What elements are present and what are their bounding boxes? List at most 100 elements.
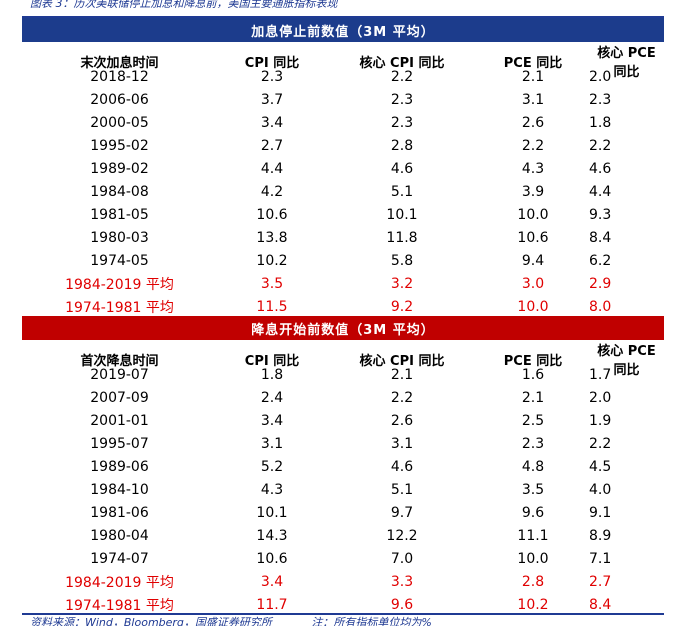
table-body: 2019-07 1.8 2.1 1.6 1.7 2007-09 2.4 2.2 2.1 2.0 20… — [22, 363, 664, 616]
table-cell: 10.1 — [256, 504, 288, 521]
table-cell: 3.5 — [260, 275, 284, 292]
table-cell: 1.7 — [589, 366, 612, 383]
table-cell: 2.3 — [390, 91, 414, 108]
table-cell: 2.1 — [390, 366, 414, 383]
table-body: 2018-12 2.3 2.2 2.1 2.0 2006-06 3.7 2.3 3.1 2.3 20… — [22, 65, 664, 318]
average-row: 1984-2019 平均 3.5 3.2 3.0 2.9 — [22, 272, 664, 295]
table-cell: 4.2 — [260, 183, 284, 200]
average-row: 1974-1981 平均 11.7 9.6 10.2 8.4 — [22, 593, 664, 616]
table-cell: 2.0 — [589, 389, 612, 406]
row-label: 1974-1981 平均 — [65, 597, 174, 614]
table-row: 1995-07 3.1 3.1 2.3 2.2 — [22, 432, 664, 455]
table-cell: 8.4 — [589, 229, 612, 246]
table-cell: 10.1 — [386, 206, 418, 223]
table-cell: 9.7 — [390, 504, 414, 521]
table-cell: 2.3 — [589, 91, 612, 108]
table-cell: 8.9 — [589, 527, 612, 544]
table-row: 2019-07 1.8 2.1 1.6 1.7 — [22, 363, 664, 386]
table-cell: 2.3 — [260, 68, 284, 85]
column-header: PCE 同比 — [503, 353, 563, 369]
table-row: 1974-07 10.6 7.0 10.0 7.1 — [22, 547, 664, 570]
table-cell: 11.5 — [256, 298, 288, 315]
table-cell: 9.1 — [589, 504, 612, 521]
table-cell: 11.7 — [256, 596, 288, 613]
top-rule — [22, 16, 664, 18]
table-cell: 9.3 — [589, 206, 612, 223]
table-cell: 10.2 — [517, 596, 549, 613]
source-note: 资料来源：Wind，Bloomberg，国盛证券研究所 — [30, 616, 272, 626]
table-cell: 3.1 — [521, 91, 545, 108]
table-cell: 2.4 — [260, 389, 284, 406]
table-cell: 3.4 — [260, 573, 284, 590]
table-cell: 10.0 — [517, 298, 549, 315]
table-row: 2001-01 3.4 2.6 2.5 1.9 — [22, 409, 664, 432]
table-cell: 4.0 — [589, 481, 612, 498]
table-row: 1984-08 4.2 5.1 3.9 4.4 — [22, 180, 664, 203]
column-header: CPI 同比 — [244, 55, 300, 71]
table-cell: 4.3 — [260, 481, 284, 498]
row-label: 1981-06 — [90, 504, 149, 521]
table-cell: 2.2 — [390, 68, 414, 85]
row-label: 1984-08 — [90, 183, 149, 200]
table-cell: 9.2 — [390, 298, 414, 315]
table-row: 1980-03 13.8 11.8 10.6 8.4 — [22, 226, 664, 249]
table-cell: 5.8 — [390, 252, 414, 269]
table-banner: 降息开始前数值（3M 平均） — [22, 316, 664, 340]
table-cell: 10.6 — [517, 229, 549, 246]
table-cell: 1.8 — [589, 114, 612, 131]
table-cell: 5.1 — [390, 183, 414, 200]
table-cell: 3.9 — [521, 183, 545, 200]
row-label: 2006-06 — [90, 91, 149, 108]
table-cell: 3.4 — [260, 412, 284, 429]
table-cell: 10.0 — [517, 206, 549, 223]
figure-caption: 图表 3：历次美联储停止加息和降息前，美国主要通胀指标表现 — [30, 0, 338, 9]
row-label: 1974-07 — [90, 550, 149, 567]
row-label: 2019-07 — [90, 366, 149, 383]
column-header: CPI 同比 — [244, 353, 300, 369]
bottom-rule — [22, 613, 664, 615]
row-label: 1984-2019 平均 — [65, 276, 174, 293]
table-cell: 11.8 — [386, 229, 418, 246]
row-label: 1989-06 — [90, 458, 149, 475]
table-cell: 2.3 — [390, 114, 414, 131]
table-cell: 2.7 — [589, 573, 612, 590]
table-cell: 1.6 — [521, 366, 545, 383]
unit-note: 注：所有指标单位均为% — [311, 616, 432, 626]
column-header: 末次加息时间 — [80, 55, 159, 71]
row-label: 2000-05 — [90, 114, 149, 131]
table-cell: 2.2 — [390, 389, 414, 406]
row-label: 1995-07 — [90, 435, 149, 452]
table-row: 1989-02 4.4 4.6 4.3 4.6 — [22, 157, 664, 180]
table-cell: 3.7 — [260, 91, 284, 108]
table-cell: 4.6 — [390, 458, 414, 475]
average-row: 1984-2019 平均 3.4 3.3 2.8 2.7 — [22, 570, 664, 593]
row-label: 2007-09 — [90, 389, 149, 406]
row-label: 1989-02 — [90, 160, 149, 177]
row-label: 1980-03 — [90, 229, 149, 246]
table-row: 1981-05 10.6 10.1 10.0 9.3 — [22, 203, 664, 226]
row-label: 1981-05 — [90, 206, 149, 223]
table-cell: 2.1 — [521, 389, 545, 406]
table-cell: 2.7 — [260, 137, 284, 154]
table-cell: 14.3 — [256, 527, 288, 544]
table-row: 1974-05 10.2 5.8 9.4 6.2 — [22, 249, 664, 272]
header-row: 末次加息时间 CPI 同比 核心 CPI 同比 PCE 同比 核心 PCE 同比 — [22, 42, 664, 80]
average-row: 1974-1981 平均 11.5 9.2 10.0 8.0 — [22, 295, 664, 318]
table-cell: 1.9 — [589, 412, 612, 429]
row-label: 1974-05 — [90, 252, 149, 269]
table-cell: 2.2 — [589, 137, 612, 154]
column-header: 核心 PCE 同比 — [597, 46, 656, 80]
table-cell: 3.4 — [260, 114, 284, 131]
table-cell: 9.4 — [521, 252, 545, 269]
table-cell: 4.6 — [589, 160, 612, 177]
table-cell: 13.8 — [256, 229, 288, 246]
column-header: 核心 PCE 同比 — [597, 344, 656, 378]
table-row: 2000-05 3.4 2.3 2.6 1.8 — [22, 111, 664, 134]
table-cell: 2.8 — [521, 573, 545, 590]
table-row: 2006-06 3.7 2.3 3.1 2.3 — [22, 88, 664, 111]
table-cell: 11.1 — [517, 527, 549, 544]
table-cell: 12.2 — [386, 527, 418, 544]
table-cell: 2.2 — [589, 435, 612, 452]
row-label: 1995-02 — [90, 137, 149, 154]
row-label: 1984-10 — [90, 481, 149, 498]
